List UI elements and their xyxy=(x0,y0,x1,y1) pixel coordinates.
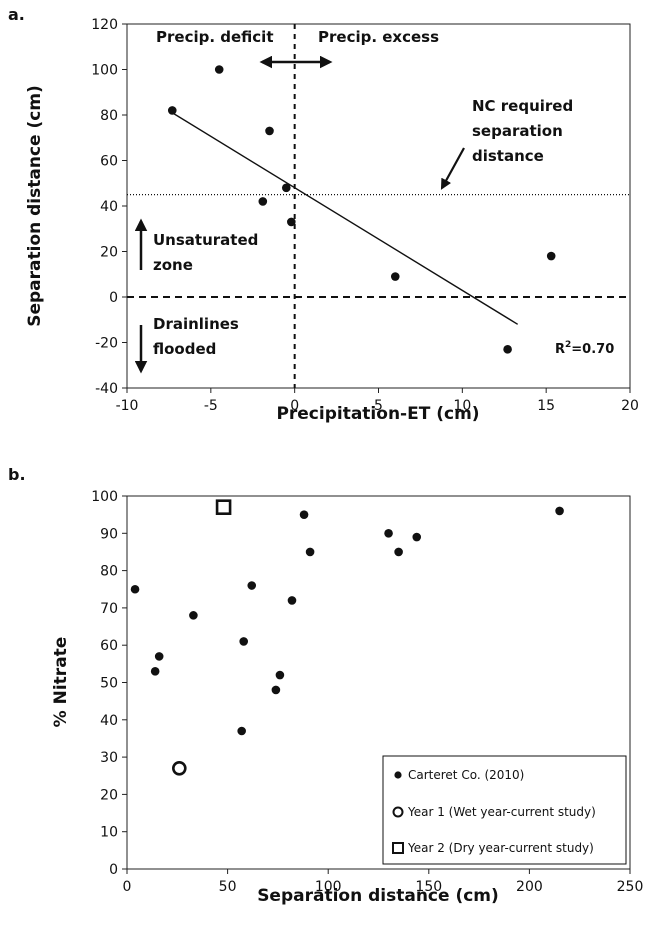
carteret-data-point xyxy=(150,667,160,676)
y-tick-label: 60 xyxy=(100,638,118,654)
x-tick-label: 200 xyxy=(516,879,543,895)
panel-b: b. 0 10 20 30 40 50 60 70 80 90 100 0 50 100 150 200 25… xyxy=(8,465,643,906)
panel-b-x-ticks: 0 50 100 150 200 250 xyxy=(123,869,644,895)
carteret-data-point xyxy=(247,581,257,590)
nc-required-label-line3: distance xyxy=(472,147,544,165)
y-tick-label: 100 xyxy=(91,489,118,505)
data-point xyxy=(546,251,556,261)
panel-b-label: b. xyxy=(8,465,26,484)
drainlines-label-line1: Drainlines xyxy=(153,315,239,333)
carteret-data-point xyxy=(555,506,564,516)
unsaturated-label-line1: Unsaturated xyxy=(153,231,258,249)
y-tick-label: 20 xyxy=(100,787,118,803)
panel-a-y-axis-label: Separation distance (cm) xyxy=(25,85,45,327)
nc-required-arrow xyxy=(440,147,465,190)
x-tick-label: -10 xyxy=(116,398,139,414)
panel-a-x-ticks: -10 -5 0 5 10 15 20 xyxy=(116,388,639,414)
carteret-data-point xyxy=(287,596,297,605)
carteret-data-point xyxy=(154,652,164,661)
y-tick-label: 40 xyxy=(100,713,118,729)
panel-a-label: a. xyxy=(8,5,25,24)
y-tick-label: 100 xyxy=(91,63,118,79)
y-tick-label: 0 xyxy=(109,290,118,306)
legend-entry-year2: Year 2 (Dry year-current study) xyxy=(407,841,594,855)
x-tick-label: 20 xyxy=(621,398,639,414)
carteret-data-point xyxy=(130,584,140,594)
y-tick-label: 30 xyxy=(100,750,118,766)
carteret-data-point xyxy=(299,510,309,519)
data-point xyxy=(265,126,274,136)
drainlines-label-line2: flooded xyxy=(153,340,216,358)
unsaturated-label-line2: zone xyxy=(153,256,193,274)
data-point xyxy=(390,272,400,281)
x-tick-label: 15 xyxy=(537,398,555,414)
panel-b-y-ticks: 0 10 20 30 40 50 60 70 80 90 100 xyxy=(91,489,127,878)
legend-entry-carteret: Carteret Co. (2010) xyxy=(408,768,524,782)
x-tick-label: 0 xyxy=(290,398,299,414)
year2-data-point xyxy=(215,499,232,515)
carteret-data-point xyxy=(305,547,315,557)
y-tick-label: 20 xyxy=(100,245,118,261)
panel-b-y-axis-label: % Nitrate xyxy=(51,637,71,728)
precip-excess-label: Precip. excess xyxy=(318,28,439,46)
legend-box xyxy=(382,755,627,865)
carteret-data-point xyxy=(189,611,198,620)
carteret-data-point xyxy=(384,529,393,538)
trendline xyxy=(171,112,519,325)
data-point xyxy=(287,217,296,227)
legend-entry-year1: Year 1 (Wet year-current study) xyxy=(407,805,596,819)
y-tick-label: 70 xyxy=(100,601,118,617)
carteret-data-point xyxy=(239,637,248,646)
panel-a-data-points xyxy=(167,65,556,354)
x-tick-label: 100 xyxy=(315,879,342,895)
panel-a-y-ticks: -40 -20 0 20 40 60 80 100 120 xyxy=(91,17,127,397)
carteret-data-point xyxy=(271,685,281,695)
y-tick-label: -20 xyxy=(95,336,118,352)
carteret-data-point xyxy=(237,726,246,736)
legend-open-square-marker xyxy=(392,842,404,854)
data-point xyxy=(167,106,177,115)
year1-data-point xyxy=(172,760,187,776)
precip-deficit-label: Precip. deficit xyxy=(156,28,274,46)
data-point xyxy=(258,197,268,206)
data-point xyxy=(214,65,224,74)
legend-open-circle-marker xyxy=(392,806,404,818)
data-point xyxy=(503,345,512,354)
x-tick-label: 50 xyxy=(219,879,237,895)
y-tick-label: 80 xyxy=(100,108,118,124)
x-tick-label: 150 xyxy=(415,879,442,895)
panel-a-plot-frame xyxy=(126,23,631,389)
carteret-data-point xyxy=(275,670,285,680)
panel-b-data-points xyxy=(130,499,564,776)
legend: Carteret Co. (2010) Year 1 (Wet year-cur… xyxy=(382,755,627,865)
x-tick-label: 250 xyxy=(617,879,644,895)
carteret-data-point xyxy=(412,532,422,542)
x-tick-label: 5 xyxy=(374,398,383,414)
x-tick-label: -5 xyxy=(204,398,218,414)
y-tick-label: 120 xyxy=(91,17,118,33)
panel-a-x-axis-label: Precipitation-ET (cm) xyxy=(276,404,479,424)
x-tick-label: 0 xyxy=(123,879,132,895)
y-tick-label: 40 xyxy=(100,199,118,215)
nc-required-label-line2: separation xyxy=(472,122,563,140)
legend-filled-circle-marker xyxy=(394,771,402,779)
panel-b-x-axis-label: Separation distance (cm) xyxy=(257,886,499,906)
y-tick-label: 80 xyxy=(100,564,118,580)
y-tick-label: 0 xyxy=(109,862,118,878)
panel-a: a. -40 -20 0 20 40 60 80 100 120 -10 -5 0 5 10 15 20 P… xyxy=(8,5,639,424)
y-tick-label: 90 xyxy=(100,526,118,542)
r-squared-label: R2=0.70 xyxy=(555,340,614,357)
data-point xyxy=(281,183,291,193)
carteret-data-point xyxy=(394,547,403,557)
y-tick-label: 10 xyxy=(100,825,118,841)
nc-required-label-line1: NC required xyxy=(472,97,573,115)
y-tick-label: -40 xyxy=(95,381,118,397)
x-tick-label: 10 xyxy=(453,398,471,414)
y-tick-label: 60 xyxy=(100,154,118,170)
y-tick-label: 50 xyxy=(100,676,118,692)
